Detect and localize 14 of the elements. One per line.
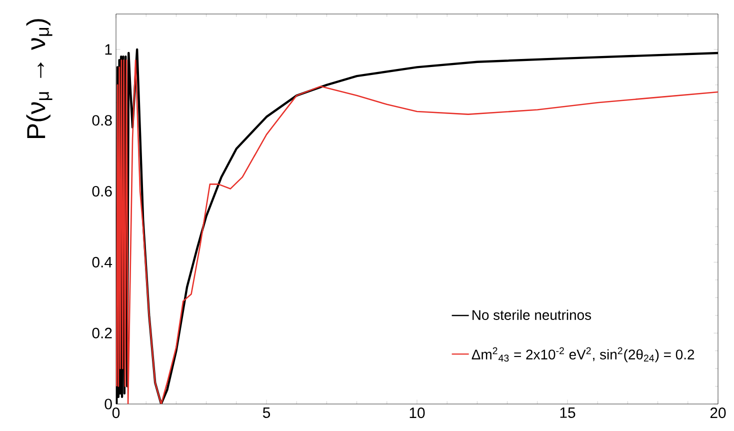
x-tick-label: 5 bbox=[262, 408, 270, 418]
x-tick-label: 15 bbox=[560, 408, 576, 418]
x-tick-label: 20 bbox=[710, 408, 726, 418]
y-tick-label: 0.8 bbox=[92, 115, 112, 126]
x-tick-label: 0 bbox=[112, 408, 120, 418]
y-tick-label: 0.6 bbox=[92, 186, 112, 197]
y-tick-label: 0.4 bbox=[92, 256, 112, 268]
text: Δm$^{2}$$_{43}$ = 2x10$^{-2}$ eV$^{2}$, sin$^{2}$(2θ$_{24}$) = 0.2 bbox=[472, 347, 694, 362]
y-tick-label: 0.2 bbox=[92, 328, 112, 338]
legend-label: No sterile neutrinos bbox=[472, 310, 592, 320]
x-tick-label: 10 bbox=[410, 408, 425, 418]
y-tick-label: 1 bbox=[105, 44, 112, 55]
y-tick-label: 0 bbox=[104, 398, 112, 410]
y-axis-title: P(ν$_{μ}$ → ν$_{μ}$) bbox=[26, 19, 52, 138]
